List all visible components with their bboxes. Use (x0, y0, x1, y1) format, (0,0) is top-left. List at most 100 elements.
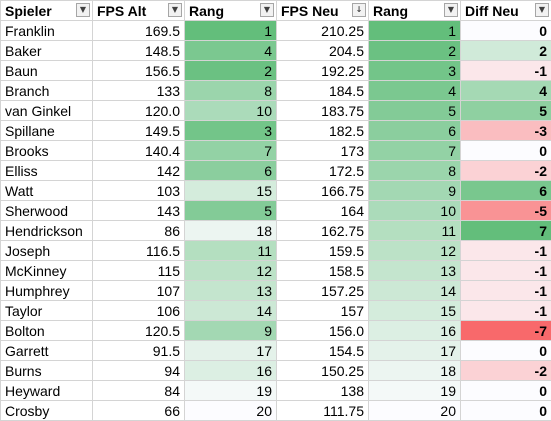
cell-fps-alt[interactable]: 116.5 (93, 241, 185, 261)
cell-rang-neu[interactable]: 4 (369, 81, 461, 101)
cell-diff-neu[interactable]: 0 (461, 381, 551, 401)
cell-diff-neu[interactable]: -1 (461, 301, 551, 321)
cell-rang-neu[interactable]: 10 (369, 201, 461, 221)
cell-fps-alt[interactable]: 107 (93, 281, 185, 301)
cell-fps-neu[interactable]: 183.75 (277, 101, 369, 121)
cell-rang-neu[interactable]: 7 (369, 141, 461, 161)
cell-rang-neu[interactable]: 11 (369, 221, 461, 241)
cell-diff-neu[interactable]: 2 (461, 41, 551, 61)
cell-diff-neu[interactable]: -2 (461, 161, 551, 181)
cell-rang-neu[interactable]: 19 (369, 381, 461, 401)
cell-rang-alt[interactable]: 18 (185, 221, 277, 241)
cell-fps-neu[interactable]: 154.5 (277, 341, 369, 361)
cell-fps-alt[interactable]: 86 (93, 221, 185, 241)
column-header-diff-neu[interactable]: Diff Neu ▼ (461, 1, 551, 21)
cell-spieler[interactable]: Sherwood (1, 201, 93, 221)
cell-fps-alt[interactable]: 94 (93, 361, 185, 381)
cell-spieler[interactable]: Bolton (1, 321, 93, 341)
cell-fps-neu[interactable]: 192.25 (277, 61, 369, 81)
cell-rang-alt[interactable]: 12 (185, 261, 277, 281)
cell-rang-alt[interactable]: 7 (185, 141, 277, 161)
cell-rang-neu[interactable]: 17 (369, 341, 461, 361)
cell-spieler[interactable]: Joseph (1, 241, 93, 261)
cell-fps-neu[interactable]: 173 (277, 141, 369, 161)
cell-fps-alt[interactable]: 120.5 (93, 321, 185, 341)
cell-fps-alt[interactable]: 84 (93, 381, 185, 401)
cell-spieler[interactable]: Baun (1, 61, 93, 81)
cell-diff-neu[interactable]: 0 (461, 341, 551, 361)
cell-fps-neu[interactable]: 111.75 (277, 401, 369, 421)
cell-diff-neu[interactable]: -1 (461, 261, 551, 281)
dropdown-arrow-icon[interactable]: ▼ (444, 3, 458, 17)
cell-fps-neu[interactable]: 182.5 (277, 121, 369, 141)
cell-fps-alt[interactable]: 133 (93, 81, 185, 101)
cell-diff-neu[interactable]: -7 (461, 321, 551, 341)
cell-fps-alt[interactable]: 140.4 (93, 141, 185, 161)
dropdown-arrow-icon[interactable]: ▼ (168, 3, 182, 17)
cell-rang-neu[interactable]: 12 (369, 241, 461, 261)
cell-fps-alt[interactable]: 142 (93, 161, 185, 181)
sort-descending-filter-icon[interactable]: ↓ (352, 3, 366, 17)
cell-spieler[interactable]: Spillane (1, 121, 93, 141)
cell-fps-neu[interactable]: 204.5 (277, 41, 369, 61)
cell-fps-neu[interactable]: 158.5 (277, 261, 369, 281)
cell-diff-neu[interactable]: -2 (461, 361, 551, 381)
cell-rang-alt[interactable]: 3 (185, 121, 277, 141)
cell-fps-neu[interactable]: 159.5 (277, 241, 369, 261)
cell-diff-neu[interactable]: -3 (461, 121, 551, 141)
cell-fps-neu[interactable]: 157 (277, 301, 369, 321)
cell-spieler[interactable]: Brooks (1, 141, 93, 161)
cell-rang-alt[interactable]: 10 (185, 101, 277, 121)
cell-fps-neu[interactable]: 166.75 (277, 181, 369, 201)
cell-rang-alt[interactable]: 20 (185, 401, 277, 421)
cell-rang-neu[interactable]: 18 (369, 361, 461, 381)
cell-rang-alt[interactable]: 11 (185, 241, 277, 261)
cell-fps-alt[interactable]: 66 (93, 401, 185, 421)
cell-rang-neu[interactable]: 20 (369, 401, 461, 421)
cell-spieler[interactable]: Franklin (1, 21, 93, 41)
cell-spieler[interactable]: Burns (1, 361, 93, 381)
cell-rang-alt[interactable]: 5 (185, 201, 277, 221)
cell-spieler[interactable]: Humphrey (1, 281, 93, 301)
cell-diff-neu[interactable]: -1 (461, 61, 551, 81)
cell-diff-neu[interactable]: 0 (461, 141, 551, 161)
cell-fps-neu[interactable]: 162.75 (277, 221, 369, 241)
cell-fps-alt[interactable]: 103 (93, 181, 185, 201)
dropdown-arrow-icon[interactable]: ▼ (76, 3, 90, 17)
cell-rang-alt[interactable]: 15 (185, 181, 277, 201)
cell-rang-alt[interactable]: 17 (185, 341, 277, 361)
cell-rang-neu[interactable]: 13 (369, 261, 461, 281)
cell-rang-alt[interactable]: 14 (185, 301, 277, 321)
cell-diff-neu[interactable]: 0 (461, 21, 551, 41)
cell-rang-alt[interactable]: 16 (185, 361, 277, 381)
cell-spieler[interactable]: Heyward (1, 381, 93, 401)
cell-rang-neu[interactable]: 1 (369, 21, 461, 41)
cell-spieler[interactable]: Branch (1, 81, 93, 101)
cell-rang-neu[interactable]: 16 (369, 321, 461, 341)
cell-diff-neu[interactable]: 6 (461, 181, 551, 201)
cell-fps-alt[interactable]: 156.5 (93, 61, 185, 81)
cell-fps-neu[interactable]: 150.25 (277, 361, 369, 381)
cell-diff-neu[interactable]: -1 (461, 241, 551, 261)
dropdown-arrow-icon[interactable]: ▼ (535, 3, 549, 17)
cell-fps-neu[interactable]: 184.5 (277, 81, 369, 101)
cell-fps-alt[interactable]: 148.5 (93, 41, 185, 61)
cell-rang-neu[interactable]: 3 (369, 61, 461, 81)
cell-fps-alt[interactable]: 120.0 (93, 101, 185, 121)
cell-diff-neu[interactable]: 4 (461, 81, 551, 101)
cell-rang-alt[interactable]: 19 (185, 381, 277, 401)
column-header-rang-neu[interactable]: Rang ▼ (369, 1, 461, 21)
cell-rang-neu[interactable]: 9 (369, 181, 461, 201)
cell-rang-neu[interactable]: 6 (369, 121, 461, 141)
cell-fps-alt[interactable]: 91.5 (93, 341, 185, 361)
cell-fps-neu[interactable]: 210.25 (277, 21, 369, 41)
cell-spieler[interactable]: Garrett (1, 341, 93, 361)
cell-spieler[interactable]: Baker (1, 41, 93, 61)
cell-fps-alt[interactable]: 143 (93, 201, 185, 221)
cell-rang-alt[interactable]: 2 (185, 61, 277, 81)
column-header-rang-alt[interactable]: Rang ▼ (185, 1, 277, 21)
cell-spieler[interactable]: Taylor (1, 301, 93, 321)
cell-fps-neu[interactable]: 138 (277, 381, 369, 401)
cell-spieler[interactable]: Crosby (1, 401, 93, 421)
cell-rang-neu[interactable]: 5 (369, 101, 461, 121)
